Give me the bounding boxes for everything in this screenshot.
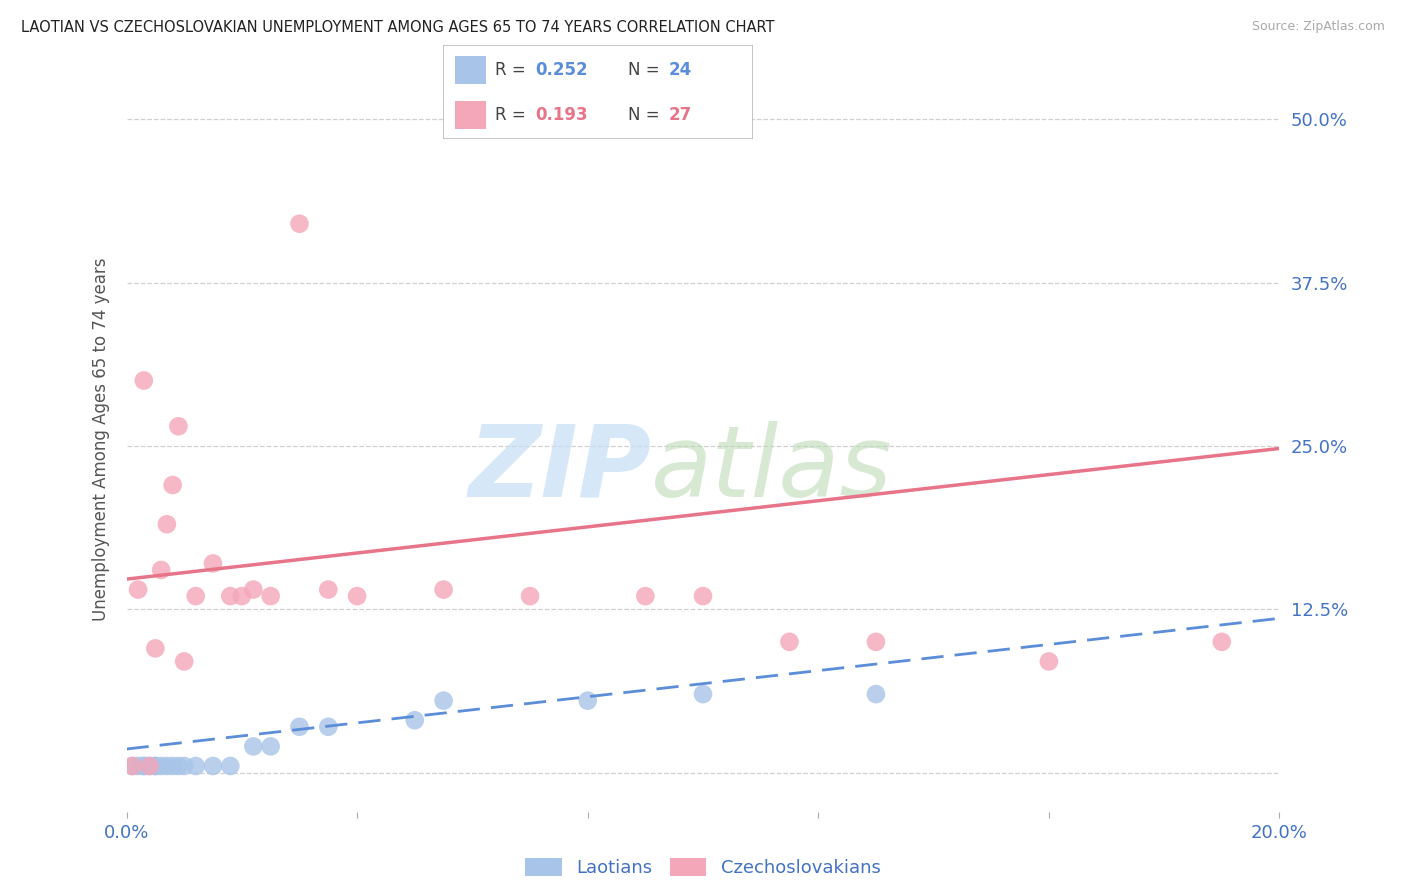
Point [150, 563, 173, 577]
Text: N =: N = [628, 61, 665, 78]
Text: N =: N = [628, 106, 665, 124]
Point [162, 478, 184, 492]
Point [202, 759, 225, 773]
Point [173, 655, 195, 669]
Text: atlas: atlas [651, 421, 893, 517]
Point [132, 759, 155, 773]
Point [150, 759, 173, 773]
Point [318, 582, 340, 597]
Point [634, 589, 657, 603]
Point [692, 589, 714, 603]
Point [288, 720, 311, 734]
Point [156, 517, 179, 532]
Point [692, 687, 714, 701]
Text: 0.252: 0.252 [536, 61, 588, 78]
Text: LAOTIAN VS CZECHOSLOVAKIAN UNEMPLOYMENT AMONG AGES 65 TO 74 YEARS CORRELATION CH: LAOTIAN VS CZECHOSLOVAKIAN UNEMPLOYMENT … [21, 20, 775, 35]
Point [433, 693, 456, 707]
Point [121, 759, 143, 773]
Point [576, 693, 599, 707]
FancyBboxPatch shape [456, 101, 486, 129]
Text: R =: R = [495, 106, 531, 124]
Point [167, 419, 190, 434]
Point [145, 641, 166, 656]
Point [162, 759, 184, 773]
Point [173, 759, 195, 773]
Point [242, 739, 264, 754]
Point [145, 759, 166, 773]
Point [138, 759, 160, 773]
Point [132, 374, 155, 388]
Point [219, 759, 242, 773]
Text: ZIP: ZIP [468, 421, 651, 517]
Point [259, 739, 281, 754]
Text: 0.193: 0.193 [536, 106, 588, 124]
Point [132, 759, 155, 773]
Point [202, 557, 225, 571]
Point [1038, 655, 1060, 669]
Point [231, 589, 253, 603]
Point [127, 582, 149, 597]
Point [865, 687, 887, 701]
Text: 27: 27 [669, 106, 692, 124]
Point [346, 589, 368, 603]
Point [288, 217, 311, 231]
Point [1211, 635, 1233, 649]
Text: 24: 24 [669, 61, 692, 78]
FancyBboxPatch shape [456, 56, 486, 84]
Point [138, 759, 160, 773]
Text: Source: ZipAtlas.com: Source: ZipAtlas.com [1251, 20, 1385, 33]
Point [167, 759, 190, 773]
Point [318, 720, 340, 734]
Point [127, 759, 149, 773]
Point [145, 759, 166, 773]
Point [242, 582, 264, 597]
Point [433, 582, 456, 597]
Point [404, 713, 426, 727]
Legend: Laotians, Czechoslovakians: Laotians, Czechoslovakians [526, 858, 880, 877]
Y-axis label: Unemployment Among Ages 65 to 74 years: Unemployment Among Ages 65 to 74 years [91, 258, 110, 621]
Point [156, 759, 179, 773]
Point [865, 635, 887, 649]
Point [779, 635, 801, 649]
Point [184, 589, 207, 603]
Point [219, 589, 242, 603]
Point [121, 759, 143, 773]
Text: R =: R = [495, 61, 531, 78]
Point [184, 759, 207, 773]
Point [259, 589, 281, 603]
Point [519, 589, 541, 603]
